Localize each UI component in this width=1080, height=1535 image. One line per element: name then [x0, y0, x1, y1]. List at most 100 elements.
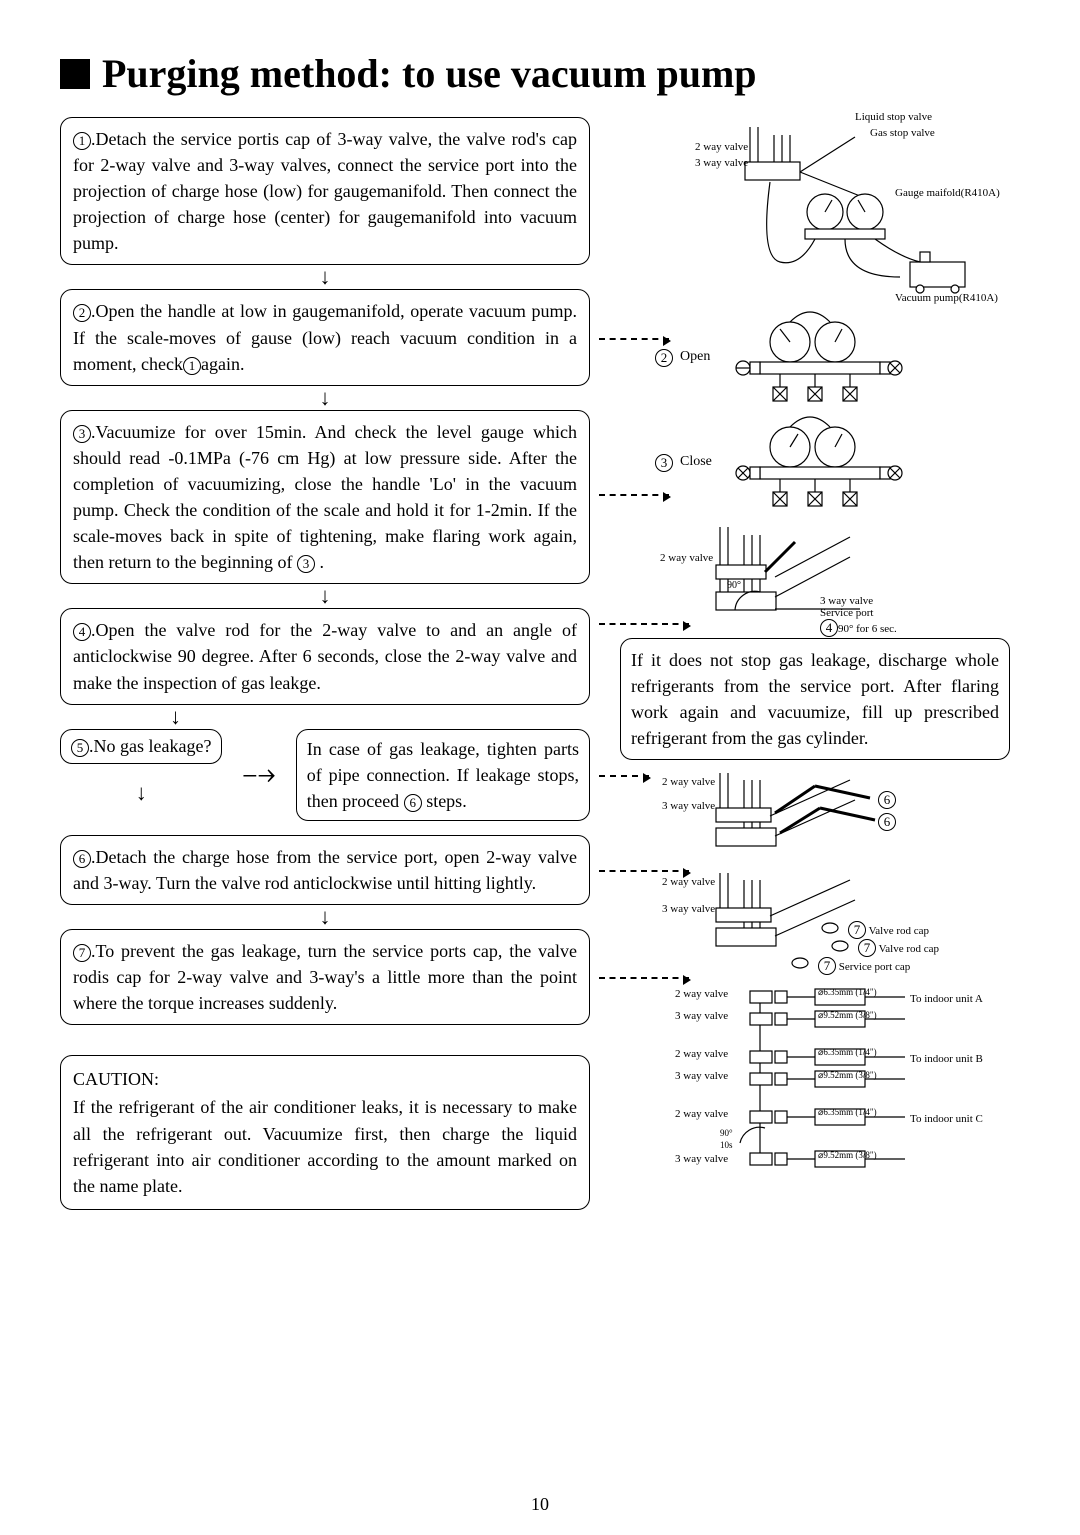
label-open: Open	[680, 349, 710, 365]
step-3-text-b: .	[315, 552, 324, 572]
diagram-hexkeys: 2 way valve 3 way valve 6 6	[620, 768, 1010, 868]
diagram-90deg: 2 way valve 3 way valve 90° Service port…	[620, 517, 1010, 632]
label-pipe-c2: ⌀9.52mm (3/8")	[818, 1150, 877, 1161]
step-5b-ref-icon: 6	[404, 794, 422, 812]
label-gas-stop: Gas stop valve	[870, 127, 935, 139]
step-6-box: 6.Detach the charge hose from the servic…	[60, 835, 590, 905]
label-90: 90°	[727, 580, 741, 591]
step-2-ref-icon: 1	[183, 357, 201, 375]
arrow-down-icon: ↓	[60, 782, 222, 804]
step-3-text-a: .Vacuumize for over 15min. And check the…	[73, 422, 577, 572]
label-liquid-stop: Liquid stop valve	[855, 111, 932, 123]
label-service-port-cap: 7 Service port cap	[818, 957, 910, 975]
step-7-box: 7.To prevent the gas leakage, turn the s…	[60, 929, 590, 1025]
step-5a-box: 5.No gas leakage?	[60, 729, 222, 764]
step-2-box: 2.Open the handle at low in gaugemanifol…	[60, 289, 590, 385]
marker-3-icon: 3	[655, 454, 673, 472]
caution-title: CAUTION:	[73, 1066, 577, 1092]
label-close: Close	[680, 454, 712, 470]
label-pipe-b1: ⌀6.35mm (1/4")	[818, 1047, 877, 1058]
label-unit-b: To indoor unit B	[910, 1053, 983, 1065]
info-box: If it does not stop gas leakage, dischar…	[620, 638, 1010, 760]
label-3way-ub: 3 way valve	[675, 1070, 728, 1082]
label-3way-b: 3 way valve	[820, 595, 873, 607]
label-valve-rod-cap-b: 7 Valve rod cap	[858, 939, 939, 957]
label-10s: 10s	[720, 1140, 733, 1150]
left-column: 1.Detach the service portis cap of 3-way…	[60, 117, 590, 1210]
label-2way-a: 2 way valve	[695, 141, 748, 153]
step-5a-text: .No gas leakage?	[89, 736, 211, 756]
label-unit-a: To indoor unit A	[910, 993, 983, 1005]
step-2-text: .Open the handle at low in gaugemanifold…	[73, 301, 577, 373]
step-4-number-icon: 4	[73, 623, 91, 641]
valve-90-svg-icon	[620, 517, 1010, 632]
label-pipe-b2: ⌀9.52mm (3/8")	[818, 1070, 877, 1081]
label-2way-ua: 2 way valve	[675, 988, 728, 1000]
arrow-down-icon: ↓	[60, 585, 590, 607]
diagram-caps: 2 way valve 3 way valve 7 Valve rod cap …	[620, 868, 1010, 983]
main-content: 1.Detach the service portis cap of 3-way…	[60, 117, 1020, 1210]
label-2way-ub: 2 way valve	[675, 1048, 728, 1060]
diagram-multiunit: 2 way valve 3 way valve 2 way valve 3 wa…	[620, 983, 1010, 1203]
step-6-text: .Detach the charge hose from the service…	[73, 847, 577, 893]
step-7-text: .To prevent the gas leakage, turn the se…	[73, 941, 577, 1013]
label-unit-c: To indoor unit C	[910, 1113, 983, 1125]
label-3way-d: 3 way valve	[662, 903, 715, 915]
label-2way-b: 2 way valve	[660, 552, 713, 564]
label-pipe-a1: ⌀6.35mm (1/4")	[818, 987, 877, 998]
caution-box: CAUTION: If the refrigerant of the air c…	[60, 1055, 590, 1209]
page-number: 10	[531, 1494, 549, 1515]
page-title: Purging method: to use vacuum pump	[60, 50, 1020, 97]
manifold-svg-icon	[620, 117, 1010, 307]
step-2-number-icon: 2	[73, 304, 91, 322]
step-4-text: .Open the valve rod for the 2-way valve …	[73, 620, 577, 692]
step-5b-box: In case of gas leakage, tighten parts of…	[296, 729, 590, 821]
label-pipe-c1: ⌀6.35mm (1/4")	[818, 1107, 877, 1118]
diagram-open: 2 Open	[620, 307, 1010, 412]
arrow-down-icon: ↓	[60, 387, 590, 409]
manifold-close-svg-icon	[620, 412, 1010, 517]
step-1-text: .Detach the service portis cap of 3-way …	[73, 129, 577, 253]
title-bullet-icon	[60, 59, 90, 89]
step-6-number-icon: 6	[73, 850, 91, 868]
arrow-down-icon: ↓	[60, 266, 590, 288]
label-2way-c: 2 way valve	[662, 776, 715, 788]
curly-brace-icon: ⤍	[242, 757, 275, 789]
step-3-box: 3.Vacuumize for over 15min. And check th…	[60, 410, 590, 585]
info-text: If it does not stop gas leakage, dischar…	[631, 650, 999, 748]
label-2way-uc: 2 way valve	[675, 1108, 728, 1120]
label-3way-ua: 3 way valve	[675, 1010, 728, 1022]
label-vacuum-pump: Vacuum pump(R410A)	[895, 292, 998, 304]
label-3way-a: 3 way valve	[695, 157, 748, 169]
step-4-box: 4.Open the valve rod for the 2-way valve…	[60, 608, 590, 704]
step-7-number-icon: 7	[73, 944, 91, 962]
label-pipe-a2: ⌀9.52mm (3/8")	[818, 1010, 877, 1021]
arrow-down-icon: ↓	[60, 906, 590, 928]
label-2way-d: 2 way valve	[662, 876, 715, 888]
label-service-port: Service port	[820, 607, 873, 619]
diagram-manifold: Liquid stop valve Gas stop valve 2 way v…	[620, 117, 1010, 307]
step-1-box: 1.Detach the service portis cap of 3-way…	[60, 117, 590, 265]
label-gauge-manifold: Gauge maifold(R410A)	[895, 187, 1000, 199]
marker-2-icon: 2	[655, 349, 673, 367]
step-3-number-icon: 3	[73, 425, 91, 443]
marker-6b-icon: 6	[878, 813, 896, 831]
label-3way-c: 3 way valve	[662, 800, 715, 812]
step-5-row: 5.No gas leakage? ↓ ⤍ In case of gas lea…	[60, 729, 590, 821]
right-column: Liquid stop valve Gas stop valve 2 way v…	[620, 117, 1010, 1210]
step-1-number-icon: 1	[73, 132, 91, 150]
step-5-number-icon: 5	[71, 739, 89, 757]
marker-6a-icon: 6	[878, 791, 896, 809]
step-2-tail: again.	[201, 354, 244, 374]
manifold-open-svg-icon	[620, 307, 1010, 412]
step-3-ref-icon: 3	[297, 555, 315, 573]
diagram-close: 3 Close	[620, 412, 1010, 517]
title-text: Purging method: to use vacuum pump	[102, 50, 757, 97]
step-5b-text-b: steps.	[422, 791, 467, 811]
label-90-c: 90°	[720, 1128, 733, 1138]
label-90-6sec: 490° for 6 sec.	[820, 619, 897, 637]
label-valve-rod-cap-a: 7 Valve rod cap	[848, 921, 929, 939]
caution-body: If the refrigerant of the air conditione…	[73, 1094, 577, 1198]
label-3way-uc: 3 way valve	[675, 1153, 728, 1165]
arrow-down-icon: ↓	[60, 706, 590, 728]
